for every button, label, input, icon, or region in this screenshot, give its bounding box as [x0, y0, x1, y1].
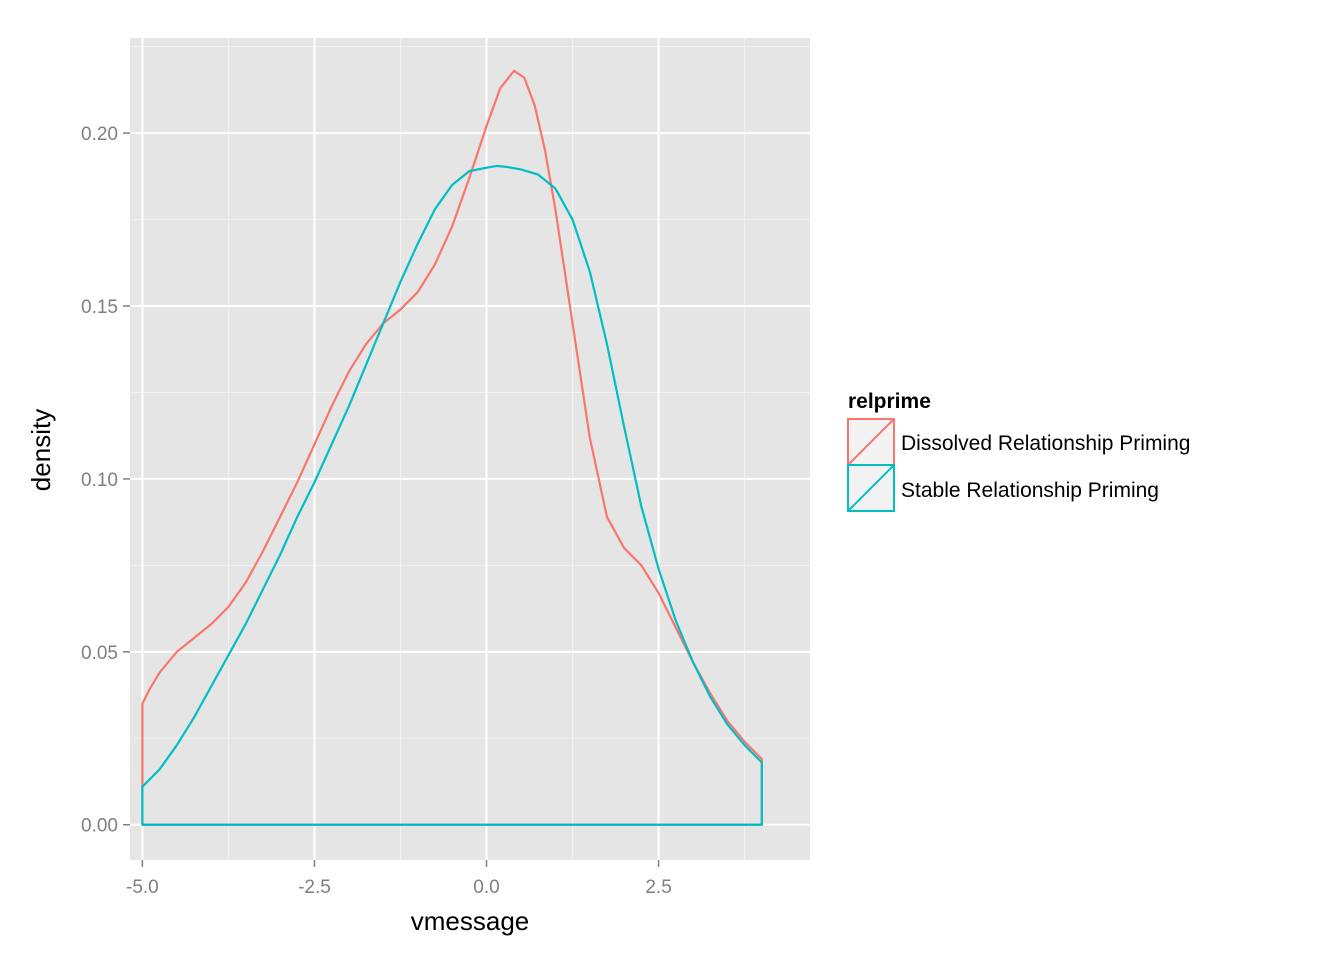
legend-title: relprime	[848, 390, 931, 413]
legend-key-stable-diagonal	[847, 464, 895, 512]
x-tick-label: 0.0	[473, 877, 499, 898]
legend-key-dissolved-diagonal	[847, 418, 895, 466]
x-tick-label: -2.5	[298, 877, 331, 898]
legend-label-stable: Stable Relationship Priming	[901, 479, 1159, 502]
y-axis-ticks: 0.00 0.05 0.10 0.15 0.20	[81, 124, 130, 837]
density-curves	[141, 69, 763, 826]
legend-label-dissolved: Dissolved Relationship Priming	[901, 432, 1190, 455]
x-tick-label: 2.5	[645, 877, 671, 898]
legend-item-stable: Stable Relationship Priming	[847, 464, 1159, 512]
y-tick-label: 0.05	[81, 643, 118, 664]
legend-item-dissolved: Dissolved Relationship Priming	[847, 418, 1190, 466]
y-tick-label: 0.00	[81, 816, 118, 837]
y-tick-label: 0.10	[81, 470, 118, 491]
density-series-stable	[141, 164, 763, 826]
y-tick-label: 0.15	[81, 297, 118, 318]
legend: relprime Dissolved Relationship Priming …	[847, 390, 1190, 512]
y-axis-title: density	[26, 409, 56, 491]
minor-gridlines	[130, 38, 810, 860]
x-axis-ticks: -5.0 -2.5 0.0 2.5	[126, 860, 672, 898]
panel-background	[130, 38, 810, 860]
y-tick-label: 0.20	[81, 124, 118, 145]
density-series-dissolved	[141, 69, 763, 826]
x-tick-label: -5.0	[126, 877, 159, 898]
x-axis-title: vmessage	[411, 906, 530, 936]
